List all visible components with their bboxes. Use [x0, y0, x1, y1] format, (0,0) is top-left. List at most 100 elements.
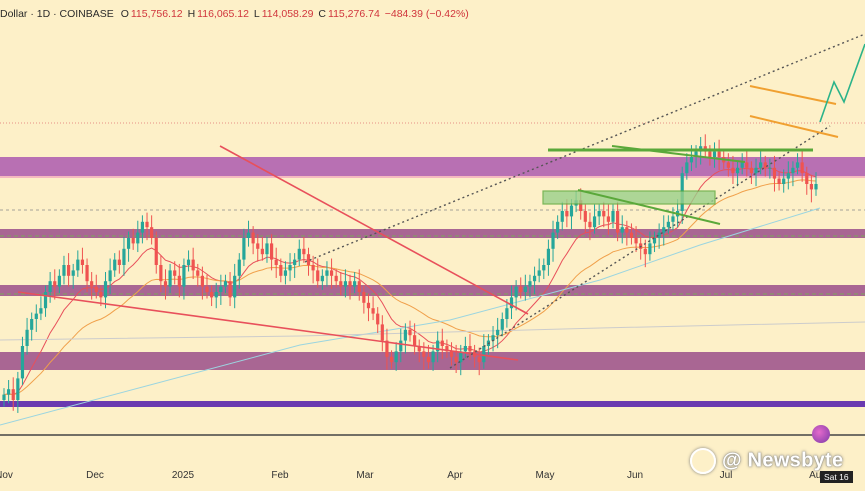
candle-body: [583, 211, 587, 222]
candle-body: [477, 356, 481, 363]
candle-body: [76, 259, 80, 271]
candle-body: [163, 281, 168, 287]
candle-body: [279, 265, 283, 276]
candle-body: [233, 275, 237, 298]
candle-body: [94, 286, 98, 292]
candle-body: [800, 162, 804, 174]
candle-body: [325, 270, 329, 276]
candle-body: [611, 211, 615, 222]
candle-body: [726, 162, 730, 168]
candle-body: [449, 351, 454, 357]
candle-body: [182, 265, 186, 287]
candle-body: [293, 259, 297, 265]
green-slope-line: [611, 145, 746, 163]
candle-body: [777, 178, 781, 184]
candle-body: [219, 286, 223, 292]
level-zone-4: [0, 401, 865, 407]
candle-body: [814, 184, 818, 190]
candle-body: [389, 356, 394, 363]
candle-body: [634, 238, 638, 244]
candle-body: [108, 270, 112, 282]
candle-body: [546, 248, 551, 265]
close-label: C: [318, 8, 327, 20]
candle-body: [339, 281, 343, 287]
candle-body: [265, 243, 269, 255]
candle-body: [122, 248, 126, 265]
candle-body: [459, 351, 463, 363]
candle-body: [436, 340, 440, 352]
high-value: 116,065.12: [197, 8, 249, 20]
candle-body: [357, 281, 361, 292]
green-lower-slope: [577, 189, 721, 225]
low-value: 114,058.29: [261, 8, 314, 20]
candle-body: [113, 259, 117, 271]
candle-body: [759, 162, 763, 168]
candle-body: [90, 281, 94, 287]
x-tick-label: Mar: [356, 470, 374, 481]
candle-body: [805, 173, 809, 184]
candles: [2, 134, 818, 413]
candle-body: [523, 286, 527, 292]
candle-body: [371, 308, 375, 314]
moving-averages: [0, 167, 865, 426]
candle-body: [283, 270, 288, 276]
x-tick-label: May: [535, 470, 555, 481]
candle-body: [242, 238, 246, 260]
candle-body: [685, 162, 689, 174]
candle-body: [708, 151, 712, 157]
candle-body: [353, 281, 357, 287]
candle-body: [657, 232, 661, 238]
candle-body: [468, 346, 472, 352]
level-zone-2: [0, 285, 865, 296]
candle-body: [519, 286, 523, 292]
candle-body: [159, 265, 163, 282]
close-value: 115,276.74: [328, 8, 380, 20]
candle-body: [380, 324, 384, 341]
candle-body: [671, 216, 675, 222]
candle-body: [11, 389, 15, 400]
high-label: H: [187, 8, 196, 20]
watermark-text: @ Newsbyte: [722, 449, 844, 472]
lower-wedge-line: [17, 291, 519, 361]
candle-body: [25, 329, 29, 346]
candle-body: [731, 167, 735, 174]
candle-body: [39, 308, 43, 314]
candle-body: [316, 270, 320, 282]
candle-body: [200, 275, 204, 287]
candle-body: [274, 259, 278, 265]
candle-body: [136, 232, 140, 244]
candle-body: [505, 308, 509, 319]
candle-body: [491, 335, 495, 341]
candle-body: [154, 238, 158, 265]
candle-body: [745, 162, 749, 168]
green-range-box: [542, 190, 716, 205]
candle-body: [348, 281, 352, 287]
candle-body: [297, 248, 301, 260]
candle-body: [403, 329, 407, 341]
candle-body: [754, 167, 758, 174]
candle-body: [413, 335, 417, 346]
candle-body: [334, 275, 338, 282]
x-tick-label: Dec: [86, 470, 104, 481]
candle-body: [205, 286, 209, 292]
candle-body: [394, 351, 398, 363]
candle-body: [569, 205, 574, 217]
candle-body: [500, 319, 504, 330]
candle-body: [712, 151, 717, 157]
candle-body: [311, 265, 315, 271]
candle-body: [795, 162, 800, 168]
tradingview-logo-icon: [812, 425, 830, 443]
candle-body: [223, 281, 228, 287]
candle-body: [620, 227, 624, 233]
candle-body: [689, 157, 694, 163]
candle-body: [269, 243, 274, 260]
symbol-title: Dollar · 1D · COINBASE: [0, 8, 114, 20]
candle-body: [186, 259, 191, 265]
candle-body: [763, 162, 767, 168]
x-tick-label: Jun: [626, 470, 644, 481]
candle-body: [454, 356, 458, 363]
candle-body: [629, 232, 634, 238]
candle-body: [463, 346, 467, 352]
